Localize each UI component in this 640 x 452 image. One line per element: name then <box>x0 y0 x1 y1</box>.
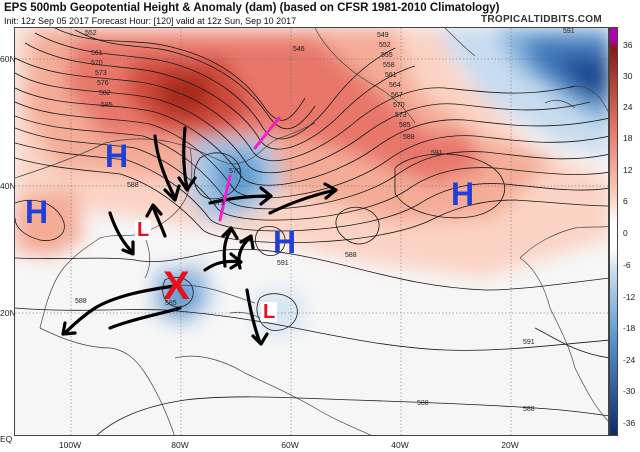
contour-label: 552 <box>379 42 391 49</box>
contour-label: 561 <box>385 72 397 79</box>
contour-label: 582 <box>99 90 111 97</box>
contour-label: 579 <box>213 200 225 207</box>
colorbar-tick: 6 <box>623 196 628 206</box>
contour-label: 588 <box>127 182 139 189</box>
low-pressure-marker: L <box>261 301 278 323</box>
high-pressure-marker: H <box>451 176 475 212</box>
figure-title: EPS 500mb Geopotential Height & Anomaly … <box>4 2 500 14</box>
contour-label: 588 <box>417 400 429 407</box>
contour-label: 576 <box>97 80 109 87</box>
trough-axis <box>218 116 281 222</box>
colorbar-tick: -18 <box>623 323 636 333</box>
contour-label: 588 <box>75 298 87 305</box>
contour-label: 570 <box>229 168 241 175</box>
map-panel: 552 561 570 573 576 582 585 546 549 552 … <box>14 27 609 436</box>
contour-label: 558 <box>383 62 395 69</box>
lat-label: EQ <box>0 434 13 444</box>
high-pressure-marker: H <box>25 194 49 230</box>
colorbar-tick: -12 <box>623 292 636 302</box>
anomaly-colorbar <box>609 27 618 436</box>
contour-label: 585 <box>101 102 113 109</box>
colorbar-tick: -6 <box>623 260 631 270</box>
lon-label: 60W <box>281 440 299 450</box>
lon-label: 80W <box>171 440 189 450</box>
colorbar-tick: 12 <box>623 165 633 175</box>
contour-label: 591 <box>431 150 443 157</box>
colorbar-tick: 18 <box>623 133 633 143</box>
colorbar-tick: -30 <box>623 386 636 396</box>
graticule <box>15 28 608 435</box>
lon-label: 40W <box>391 440 409 450</box>
lat-label: 60N <box>0 54 16 64</box>
colorbar-tick: 24 <box>623 102 633 112</box>
lon-label: 20W <box>501 440 519 450</box>
contour-label: 570 <box>91 60 103 67</box>
high-pressure-marker: H <box>105 138 129 174</box>
colorbar-tick: -36 <box>623 418 636 428</box>
colorbar-tick: 30 <box>623 71 633 81</box>
contour-label: 588 <box>345 252 357 259</box>
contour-label: 573 <box>395 112 407 119</box>
colorbar-tick: -24 <box>623 355 636 365</box>
contour-label: 585 <box>399 122 411 129</box>
contour-label: 561 <box>91 50 103 57</box>
contour-label: 591 <box>277 260 289 267</box>
storm-position-marker: X <box>163 264 190 308</box>
contour-label: 567 <box>391 92 403 99</box>
contour-label: 588 <box>403 134 415 141</box>
contour-label: 549 <box>377 32 389 39</box>
source-credit: TROPICALTIDBITS.COM <box>480 14 602 25</box>
contour-label: 555 <box>381 52 393 59</box>
colorbar-tick: 0 <box>623 228 628 238</box>
flow-arrows <box>61 126 338 346</box>
contour-label: 591 <box>563 28 575 35</box>
lat-label: 40N <box>0 181 16 191</box>
lon-label: 100W <box>58 440 82 450</box>
lat-label: 20N <box>0 308 16 318</box>
high-pressure-marker: H <box>273 224 297 260</box>
contour-label: 552 <box>85 30 97 37</box>
contour-label: 546 <box>293 46 305 53</box>
contour-label: 564 <box>389 82 401 89</box>
low-pressure-marker: L <box>135 219 152 241</box>
colorbar-tick: 36 <box>623 40 633 50</box>
contour-label: 570 <box>393 102 405 109</box>
contour-label: 591 <box>523 339 535 346</box>
height-contours <box>15 28 608 435</box>
figure-subtitle: Init: 12z Sep 05 2017 Forecast Hour: [12… <box>4 16 297 26</box>
map-canvas <box>15 28 608 435</box>
contour-label: 588 <box>523 406 535 413</box>
contour-label: 573 <box>95 70 107 77</box>
contour-label: 585 <box>165 300 177 307</box>
